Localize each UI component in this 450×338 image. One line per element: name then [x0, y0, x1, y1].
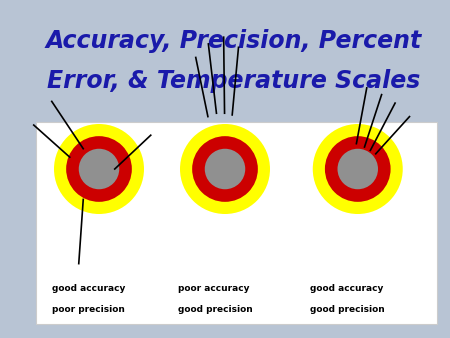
Text: poor accuracy: poor accuracy	[178, 285, 249, 293]
Ellipse shape	[54, 124, 144, 214]
Bar	[36, 122, 436, 324]
Ellipse shape	[66, 136, 132, 202]
Ellipse shape	[180, 124, 270, 214]
Text: poor precision: poor precision	[52, 305, 125, 314]
Ellipse shape	[338, 149, 378, 189]
Ellipse shape	[79, 149, 119, 189]
Ellipse shape	[313, 124, 403, 214]
Text: good precision: good precision	[178, 305, 252, 314]
Text: good accuracy: good accuracy	[52, 285, 125, 293]
Ellipse shape	[325, 136, 391, 202]
Ellipse shape	[205, 149, 245, 189]
Ellipse shape	[192, 136, 258, 202]
Text: Accuracy, Precision, Percent: Accuracy, Precision, Percent	[46, 28, 422, 53]
Text: good accuracy: good accuracy	[310, 285, 384, 293]
Text: Error, & Temperature Scales: Error, & Temperature Scales	[47, 69, 421, 93]
Text: good precision: good precision	[310, 305, 385, 314]
